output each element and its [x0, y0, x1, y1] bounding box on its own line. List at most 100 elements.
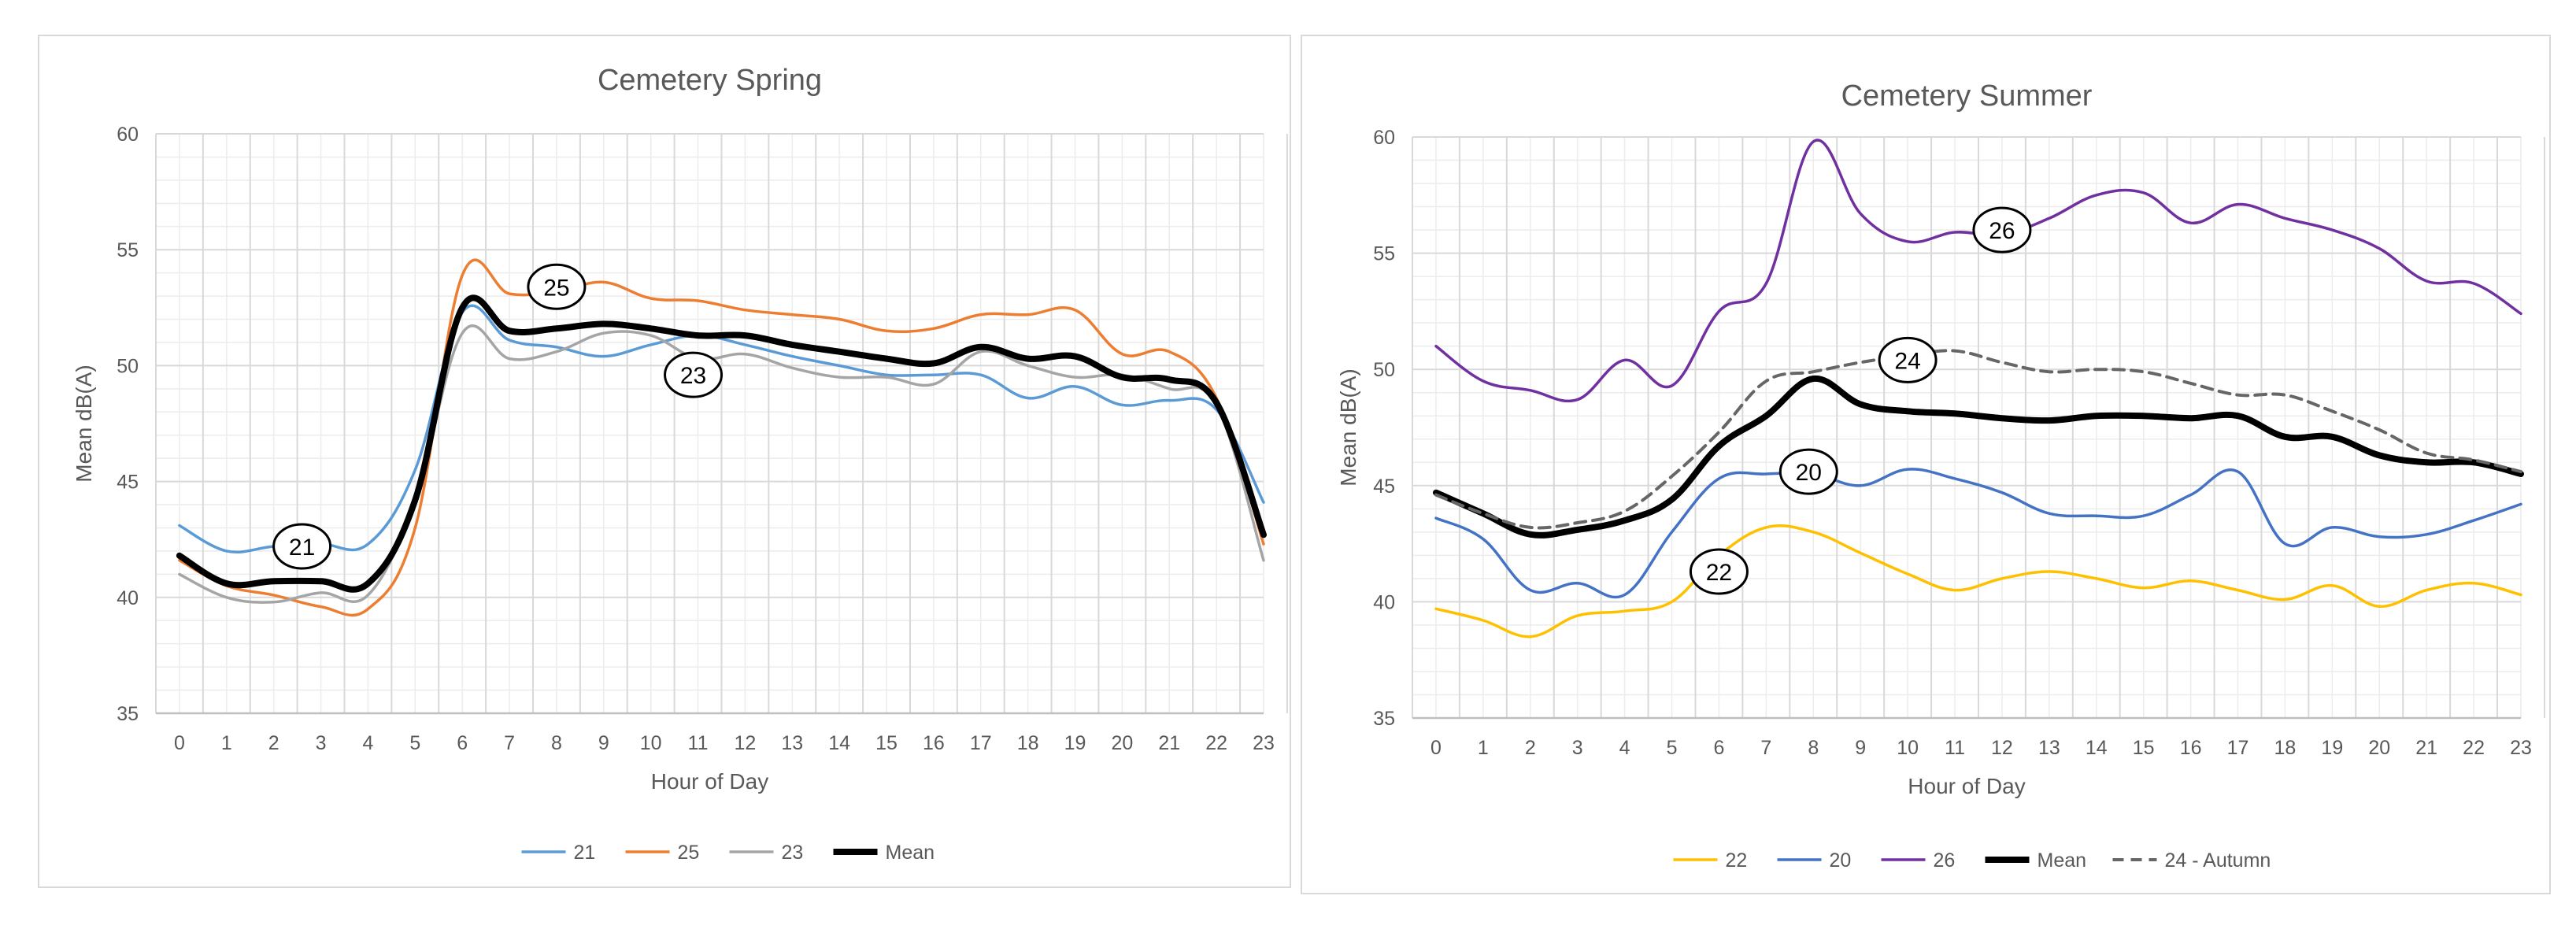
- x-tick-label: 6: [1713, 737, 1724, 759]
- annotation-callout: 22: [1689, 548, 1749, 595]
- x-tick-label: 12: [734, 732, 756, 754]
- legend-label: 23: [782, 842, 804, 864]
- x-tick-label: 23: [1253, 732, 1275, 754]
- x-tick-label: 9: [598, 732, 609, 754]
- x-tick-label: 17: [2227, 737, 2249, 759]
- x-tick-label: 8: [551, 732, 562, 754]
- minor-gridlines: [155, 134, 1264, 713]
- x-tick-label: 15: [875, 732, 898, 754]
- legend: 22 20 26 Mean 24 - Autumn: [1673, 849, 2271, 872]
- x-tick-label: 18: [2274, 737, 2297, 759]
- legend: 21 25 23 Mean: [521, 842, 935, 864]
- x-tick-label: 10: [640, 732, 662, 754]
- x-tick-label: 5: [1667, 737, 1678, 759]
- annotation-label: 26: [1989, 218, 2015, 244]
- y-tick-label: 55: [117, 239, 139, 261]
- series-line-Mean: [176, 294, 1267, 593]
- x-tick-label: 3: [316, 732, 327, 754]
- x-tick-label: 1: [1478, 737, 1489, 759]
- annotation-callout: 20: [1778, 448, 1838, 495]
- summer-chart-panel: 35 40 45 50 55 60 0 1 2 3 4 5 6 7 8 9 10 11 12 13 14 15 16 17 18…: [1301, 35, 2551, 894]
- y-axis-label: Mean dB(A): [72, 365, 96, 482]
- chart-title: Cemetery Summer: [1841, 80, 2093, 113]
- x-tick-label: 12: [1991, 737, 2013, 759]
- x-tick-label: 19: [2321, 737, 2343, 759]
- series-line-22: [1434, 524, 2522, 638]
- x-tick-label: 20: [2368, 737, 2390, 759]
- annotation-label: 22: [1706, 560, 1732, 586]
- legend-label: 24 - Autumn: [2165, 849, 2271, 872]
- x-tick-label: 22: [2463, 737, 2485, 759]
- x-tick-label: 21: [1158, 732, 1180, 754]
- x-tick-label: 22: [1205, 732, 1227, 754]
- legend-label: 25: [678, 842, 700, 864]
- y-tick-label: 45: [117, 472, 139, 494]
- x-tick-label: 5: [409, 732, 420, 754]
- x-tick-label: 8: [1808, 737, 1819, 759]
- annotation-label: 25: [543, 275, 569, 301]
- legend-label: 22: [1726, 849, 1748, 872]
- x-tick-label: 2: [268, 732, 279, 754]
- x-tick-label: 14: [828, 732, 850, 754]
- series-line-26: [1434, 139, 2522, 403]
- x-tick-label: 11: [1945, 737, 1965, 759]
- chart-title: Cemetery Spring: [598, 64, 822, 97]
- x-tick-label: 15: [2133, 737, 2155, 759]
- x-tick-label: 17: [970, 732, 992, 754]
- x-tick-label: 23: [2510, 737, 2532, 759]
- series-line-25: [178, 258, 1265, 617]
- y-tick-label: 50: [117, 355, 139, 377]
- x-tick-label: 6: [457, 732, 468, 754]
- legend-label: Mean: [886, 842, 935, 864]
- annotation-callout: 25: [527, 263, 587, 310]
- x-tick-label: 18: [1017, 732, 1039, 754]
- annotation-callout: 23: [664, 351, 724, 398]
- x-axis-label: Hour of Day: [651, 769, 768, 794]
- series-line-Mean: [1433, 375, 2524, 539]
- x-tick-label: 16: [2180, 737, 2202, 759]
- x-tick-label: 0: [1430, 737, 1442, 759]
- legend-label: 26: [1934, 849, 1956, 872]
- major-gridlines: [155, 133, 1288, 714]
- y-tick-label: 35: [1373, 708, 1395, 730]
- x-tick-label: 13: [2038, 737, 2060, 759]
- y-tick-label: 60: [1373, 127, 1395, 149]
- x-tick-label: 16: [923, 732, 945, 754]
- legend-label: Mean: [2037, 849, 2087, 872]
- x-tick-label: 1: [221, 732, 232, 754]
- annotation-label: 24: [1894, 348, 1920, 374]
- x-tick-label: 14: [2086, 737, 2108, 759]
- x-tick-label: 2: [1525, 737, 1536, 759]
- spring-chart-panel: 35 40 45 50 55 60 0 1 2 3 4 5 6 7 8 9 10 11 12 13 14 15 16 17 18…: [38, 35, 1291, 888]
- x-tick-label: 0: [174, 732, 185, 754]
- x-tick-label: 4: [362, 732, 373, 754]
- x-tick-label: 7: [1760, 737, 1771, 759]
- x-tick-label: 4: [1619, 737, 1630, 759]
- y-tick-label: 50: [1373, 359, 1395, 381]
- x-tick-label: 20: [1111, 732, 1133, 754]
- series-line-20: [1434, 468, 2522, 599]
- annotation-callout: 21: [272, 523, 332, 570]
- annotation-label: 21: [289, 535, 315, 561]
- annotation-callout: 24: [1878, 336, 1938, 383]
- x-tick-label: 19: [1064, 732, 1086, 754]
- y-tick-label: 55: [1373, 243, 1395, 265]
- y-tick-label: 40: [117, 587, 139, 609]
- x-tick-label: 7: [504, 732, 515, 754]
- x-tick-label: 21: [2415, 737, 2437, 759]
- y-tick-label: 45: [1373, 476, 1395, 498]
- y-tick-label: 35: [117, 703, 139, 725]
- annotation-label: 23: [680, 363, 706, 389]
- x-tick-label: 9: [1855, 737, 1866, 759]
- annotation-callout: 26: [1972, 206, 2032, 254]
- y-axis-label: Mean dB(A): [1336, 368, 1360, 486]
- legend-label: 20: [1830, 849, 1852, 872]
- y-tick-label: 60: [117, 124, 139, 146]
- x-tick-label: 11: [688, 732, 709, 754]
- x-tick-label: 13: [781, 732, 803, 754]
- x-tick-label: 3: [1572, 737, 1583, 759]
- annotation-label: 20: [1796, 460, 1822, 486]
- minor-gridlines: [1412, 137, 2522, 718]
